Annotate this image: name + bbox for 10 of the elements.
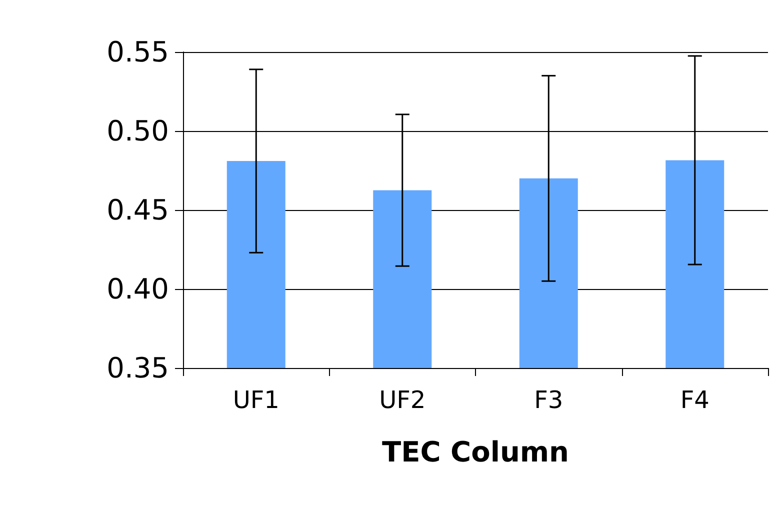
x-axis-title: TEC Column [382,436,569,468]
x-tick-label: F3 [534,386,564,414]
y-tick-label: 0.50 [106,114,169,148]
y-tick-label: 0.45 [106,194,169,226]
y-tick-label: 0.55 [106,36,169,68]
y-tick-label: 0.35 [106,352,169,384]
y-tick-label: 0.40 [106,272,169,306]
x-tick-label: UF1 [232,386,280,414]
x-tick-label: UF2 [379,386,426,414]
x-tick-label: F4 [680,386,710,414]
